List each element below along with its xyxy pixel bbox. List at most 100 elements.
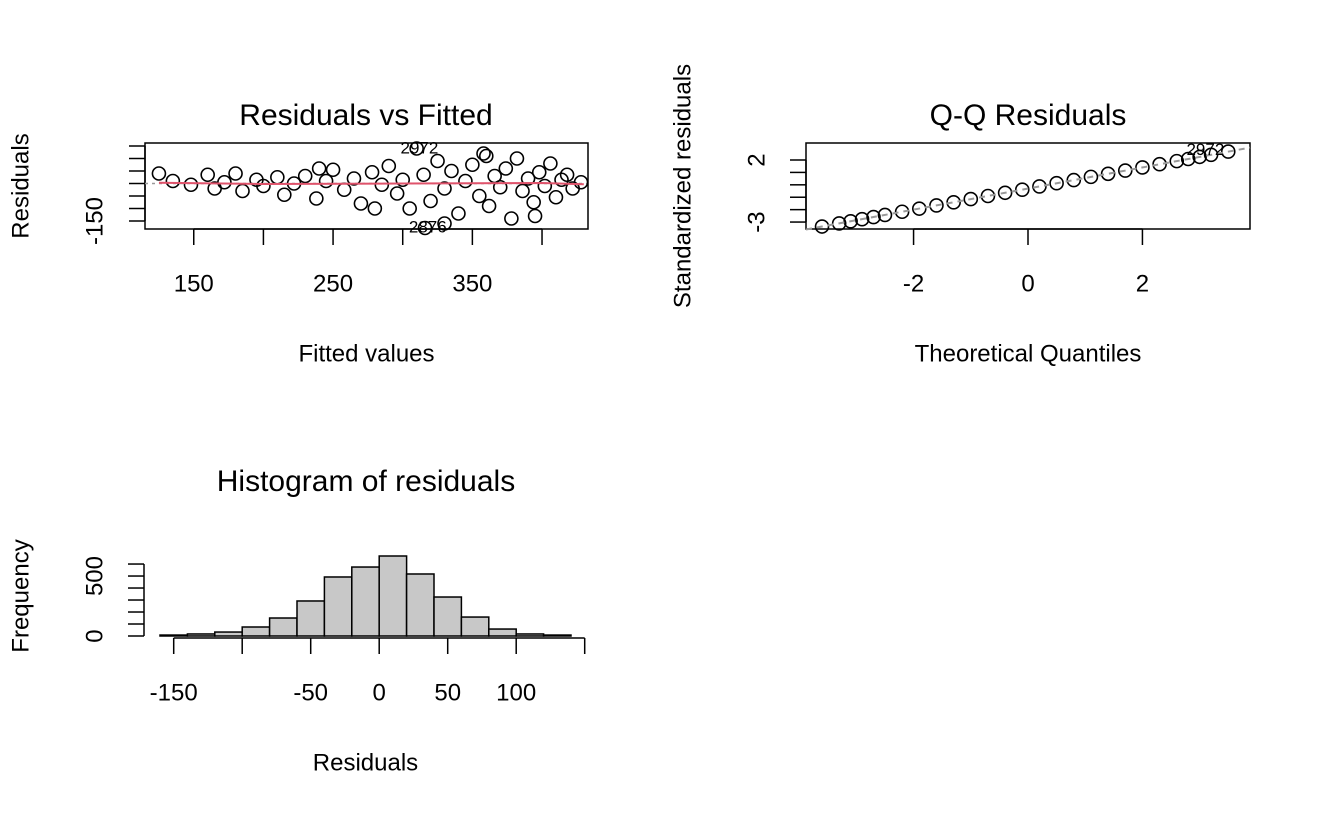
bar — [323, 576, 353, 637]
point — [165, 173, 181, 189]
point-label: 2876 — [409, 217, 447, 236]
x-axis-label: Fitted values — [298, 340, 434, 367]
point — [217, 174, 232, 190]
y-tick-label: 2 — [743, 153, 770, 166]
y-tick-label: 500 — [81, 556, 108, 596]
bar — [159, 634, 189, 637]
x-tick-label: -50 — [293, 679, 328, 706]
point — [1192, 149, 1207, 165]
point — [498, 161, 514, 176]
point — [277, 187, 292, 203]
point — [374, 177, 390, 193]
point — [318, 173, 334, 189]
point — [843, 214, 858, 229]
point — [929, 198, 944, 213]
x-tick-label: 50 — [434, 679, 461, 706]
y-axis-label: Frequency — [7, 539, 34, 652]
point — [297, 168, 313, 184]
point — [472, 188, 487, 204]
point — [353, 196, 369, 211]
point — [417, 220, 433, 236]
point-label: 2972 — [401, 138, 439, 157]
bar — [460, 616, 490, 637]
point — [458, 173, 473, 189]
point — [515, 183, 530, 199]
point — [854, 211, 870, 227]
point — [1169, 153, 1185, 169]
point — [1152, 156, 1167, 172]
panel-title: Histogram of residuals — [217, 465, 515, 498]
panel-title: Q-Q Residuals — [930, 99, 1127, 132]
x-tick-label: -150 — [150, 679, 198, 706]
bar — [268, 617, 298, 637]
x-axis-label: Theoretical Quantiles — [915, 340, 1142, 367]
point — [465, 157, 480, 173]
x-tick-label: 350 — [452, 270, 492, 297]
point — [1032, 179, 1047, 194]
point — [543, 156, 558, 171]
point — [504, 211, 519, 226]
qq-line — [805, 146, 1251, 231]
point — [866, 209, 881, 225]
point — [911, 201, 927, 216]
bar — [296, 600, 326, 637]
point — [336, 182, 352, 198]
point — [309, 191, 324, 206]
point — [492, 179, 508, 195]
x-axis-label: Residuals — [313, 749, 418, 776]
point-label: 2972 — [1186, 140, 1224, 159]
point — [1220, 144, 1236, 159]
point — [430, 153, 445, 169]
point — [1049, 175, 1064, 191]
point — [228, 166, 243, 181]
point — [1066, 172, 1082, 188]
bar — [351, 566, 380, 637]
point — [1180, 151, 1196, 167]
point — [183, 177, 199, 193]
smooth-line — [158, 181, 584, 186]
bar — [214, 631, 243, 637]
point — [520, 171, 536, 186]
point — [481, 198, 497, 214]
bar — [515, 633, 545, 637]
point — [894, 204, 910, 220]
y-tick-label: -3 — [743, 211, 770, 232]
point — [531, 164, 547, 180]
point — [395, 172, 411, 188]
point — [235, 183, 250, 199]
bar — [378, 555, 408, 637]
point — [1135, 160, 1150, 175]
point — [814, 219, 830, 234]
point — [200, 167, 215, 183]
point — [402, 201, 417, 216]
point — [416, 167, 431, 183]
point — [311, 161, 327, 176]
plot-box — [144, 142, 589, 230]
y-tick-label: -150 — [81, 197, 108, 245]
point — [963, 191, 979, 207]
point — [559, 167, 575, 183]
point — [364, 164, 380, 180]
point — [151, 166, 167, 181]
y-axis-label: Standardized residuals — [669, 64, 696, 308]
point — [451, 206, 466, 221]
point — [527, 208, 543, 224]
point — [389, 186, 405, 201]
panel-title: Residuals vs Fitted — [239, 99, 492, 132]
point — [1014, 182, 1030, 197]
bar — [542, 634, 572, 637]
point — [1117, 163, 1133, 178]
point — [423, 193, 438, 209]
point — [997, 185, 1013, 201]
x-tick-label: -2 — [903, 270, 924, 297]
point — [325, 162, 341, 178]
point — [1083, 169, 1099, 185]
point — [526, 194, 541, 210]
x-tick-label: 250 — [313, 270, 353, 297]
point — [479, 148, 494, 164]
point — [437, 181, 452, 196]
point — [573, 174, 589, 190]
x-tick-label: 2 — [1136, 270, 1149, 297]
point — [1203, 147, 1219, 163]
